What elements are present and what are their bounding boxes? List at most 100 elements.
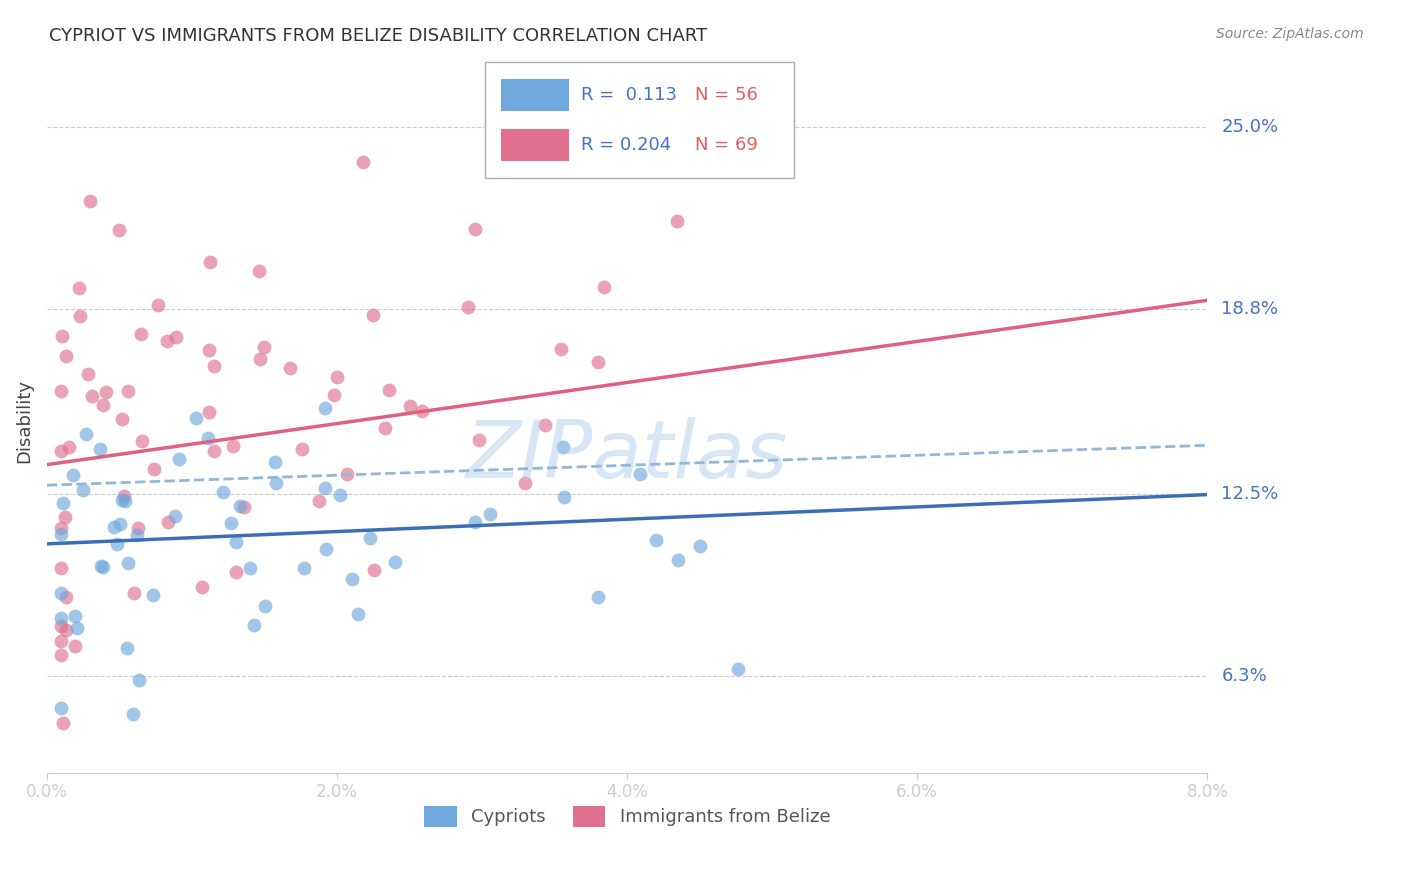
Point	[359, 531, 381, 545]
Point	[112, 489, 135, 503]
Point	[51, 585, 73, 599]
Text: R = 0.204: R = 0.204	[581, 136, 671, 153]
Point	[55, 590, 77, 604]
Point	[197, 431, 219, 445]
Point	[142, 462, 165, 476]
Point	[103, 520, 125, 534]
Point	[142, 588, 165, 602]
Point	[219, 516, 242, 530]
Point	[314, 401, 336, 416]
Point	[63, 608, 86, 623]
Point	[346, 607, 368, 622]
Point	[665, 213, 688, 227]
Point	[105, 537, 128, 551]
Point	[225, 566, 247, 580]
Point	[550, 343, 572, 357]
Text: Source: ZipAtlas.com: Source: ZipAtlas.com	[1216, 27, 1364, 41]
Point	[69, 309, 91, 323]
Point	[51, 648, 73, 662]
Point	[157, 515, 180, 529]
Text: N = 69: N = 69	[696, 136, 758, 153]
Point	[645, 533, 668, 548]
Point	[51, 527, 73, 541]
Point	[411, 404, 433, 418]
Point	[253, 340, 276, 354]
Point	[190, 580, 212, 594]
Point	[79, 194, 101, 208]
Point	[51, 384, 73, 399]
Point	[666, 553, 689, 567]
Point	[342, 572, 364, 586]
Point	[533, 418, 555, 433]
Point	[53, 509, 76, 524]
Point	[249, 263, 271, 277]
Point	[165, 508, 187, 523]
Point	[384, 555, 406, 569]
Point	[363, 563, 385, 577]
Text: 6.3%: 6.3%	[1222, 667, 1267, 685]
Point	[457, 300, 479, 314]
Point	[280, 360, 302, 375]
Point	[586, 590, 609, 604]
Point	[90, 558, 112, 573]
Y-axis label: Disability: Disability	[15, 378, 32, 463]
Point	[478, 508, 501, 522]
Point	[727, 662, 749, 676]
Point	[322, 388, 344, 402]
Point	[51, 328, 73, 343]
Point	[249, 352, 271, 367]
Point	[82, 389, 104, 403]
Point	[239, 561, 262, 575]
Point	[63, 640, 86, 654]
Point	[628, 467, 651, 481]
Point	[94, 384, 117, 399]
Point	[131, 434, 153, 449]
Point	[111, 412, 134, 426]
Point	[229, 500, 252, 514]
Point	[292, 561, 315, 575]
Point	[108, 223, 131, 237]
Point	[69, 280, 91, 294]
Point	[51, 611, 73, 625]
Text: 18.8%: 18.8%	[1222, 300, 1278, 318]
Point	[72, 483, 94, 498]
Point	[263, 455, 285, 469]
Point	[374, 421, 396, 435]
Point	[125, 528, 148, 542]
Point	[361, 309, 384, 323]
Point	[108, 517, 131, 532]
Point	[592, 280, 614, 294]
Point	[588, 355, 610, 369]
Point	[75, 427, 97, 442]
Text: CYPRIOT VS IMMIGRANTS FROM BELIZE DISABILITY CORRELATION CHART: CYPRIOT VS IMMIGRANTS FROM BELIZE DISABI…	[49, 27, 707, 45]
Point	[225, 535, 247, 549]
Point	[513, 475, 536, 490]
Point	[51, 561, 73, 575]
Point	[551, 441, 574, 455]
Point	[127, 521, 149, 535]
Point	[51, 618, 73, 632]
Point	[553, 491, 575, 505]
Point	[52, 496, 75, 510]
Point	[352, 155, 374, 169]
Point	[202, 359, 225, 373]
Point	[58, 440, 80, 454]
Point	[51, 444, 73, 458]
FancyBboxPatch shape	[501, 128, 568, 161]
Point	[89, 442, 111, 456]
Point	[315, 541, 337, 556]
Point	[233, 500, 256, 515]
Legend: Cypriots, Immigrants from Belize: Cypriots, Immigrants from Belize	[416, 799, 838, 834]
Point	[464, 222, 486, 236]
Point	[200, 255, 222, 269]
FancyBboxPatch shape	[501, 78, 568, 112]
Point	[197, 343, 219, 358]
Point	[52, 716, 75, 731]
Point	[117, 640, 139, 655]
Point	[122, 707, 145, 722]
Point	[156, 334, 179, 349]
Point	[55, 624, 77, 638]
Point	[308, 493, 330, 508]
Point	[326, 369, 349, 384]
Point	[51, 634, 73, 648]
